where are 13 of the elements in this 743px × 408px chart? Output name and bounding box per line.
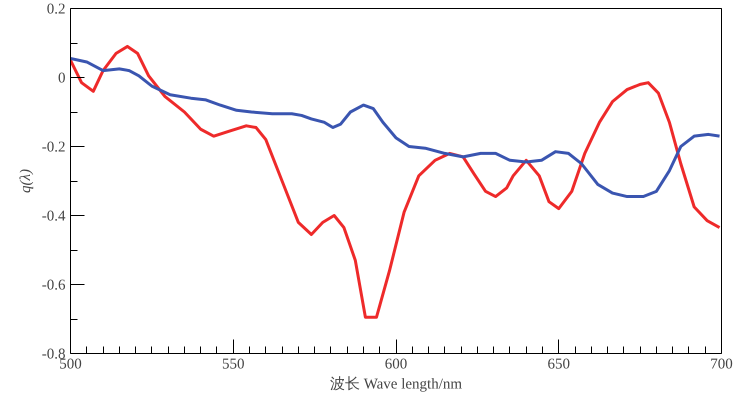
y-tick-label: -0.6 [42, 278, 66, 294]
y-tick-label: 0 [58, 70, 66, 86]
y-tick-label: 0.2 [46, 2, 66, 18]
y-tick-label: -0.4 [42, 208, 66, 224]
x-tick-label: 650 [548, 356, 570, 372]
x-tick-label: 700 [710, 356, 733, 372]
y-axis-title: q(λ) [18, 168, 34, 193]
x-tick-label: 550 [222, 356, 244, 372]
line-series [70, 44, 722, 319]
y-tick-label: -0.2 [42, 140, 66, 156]
x-tick-label: 600 [384, 356, 408, 372]
line-series [70, 57, 722, 198]
x-axis-title: 波长 Wave length/nm [330, 376, 462, 392]
